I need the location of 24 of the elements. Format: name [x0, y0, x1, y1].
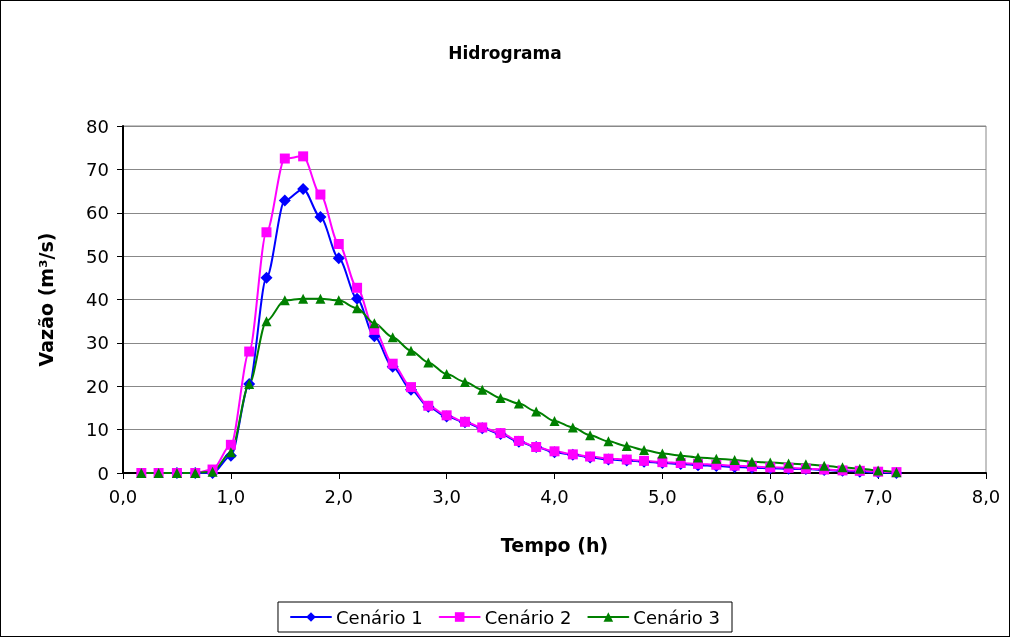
x-tick-label: 1,0: [216, 485, 246, 507]
x-tick-label: 7,0: [863, 485, 893, 507]
y-tick-label: 20: [86, 375, 109, 397]
y-tick-label: 60: [86, 202, 109, 224]
y-tick-label: 10: [86, 419, 109, 441]
y-tick-label: 30: [86, 332, 109, 354]
x-axis-title: Tempo (h): [500, 533, 609, 556]
legend-label: Cenário 2: [484, 606, 572, 628]
x-tick-label: 3,0: [432, 485, 461, 507]
chart-title: Hidrograma: [448, 42, 562, 63]
y-tick-label: 80: [86, 115, 109, 137]
x-tick-label: 6,0: [755, 485, 785, 507]
legend-label: Cenário 3: [633, 606, 721, 628]
legend-label: Cenário 1: [336, 606, 423, 628]
y-tick-label: 50: [86, 245, 109, 267]
x-tick-label: 4,0: [540, 485, 569, 507]
x-tick-label: 2,0: [324, 485, 354, 507]
x-tick-label: 0,0: [108, 485, 138, 507]
y-tick-label: 70: [86, 158, 109, 180]
x-tick-label: 5,0: [648, 485, 677, 507]
y-axis-title: Vazão (m³/s): [34, 232, 57, 367]
y-tick-label: 0: [97, 462, 109, 484]
x-tick-label: 8,0: [971, 485, 1001, 507]
y-tick-label: 40: [86, 289, 109, 310]
